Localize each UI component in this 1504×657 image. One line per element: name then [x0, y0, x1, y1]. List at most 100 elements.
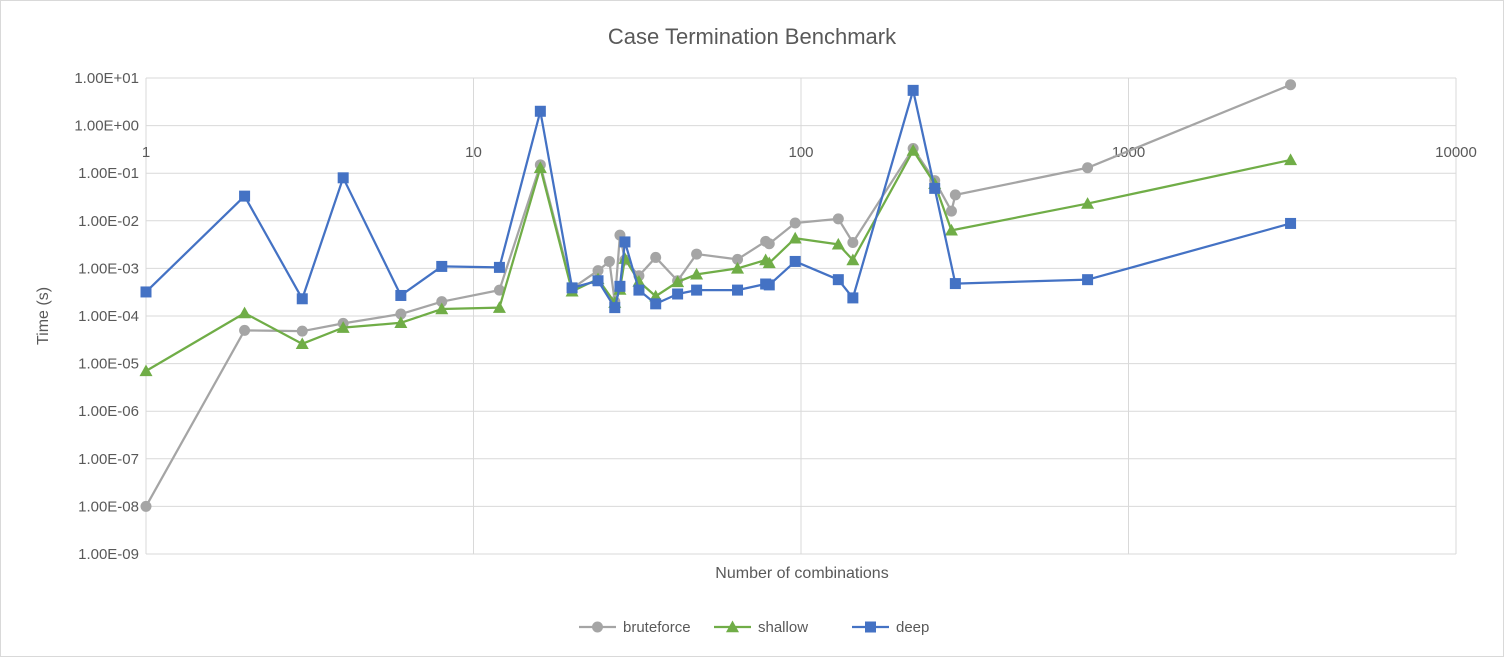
data-point-bruteforce: [789, 217, 801, 229]
data-point-shallow: [1081, 197, 1095, 209]
data-point-shallow: [238, 306, 252, 319]
legend-item-deep: deep: [852, 619, 929, 636]
data-point-deep: [609, 302, 621, 314]
data-point-shallow: [533, 161, 547, 173]
data-point-bruteforce: [949, 189, 961, 201]
data-point-shallow: [731, 261, 745, 274]
data-point-deep: [847, 292, 859, 304]
data-point-shallow: [394, 316, 408, 328]
data-point-bruteforce: [650, 251, 662, 263]
data-point-deep: [614, 280, 626, 292]
data-point-deep: [907, 84, 919, 96]
data-point-bruteforce: [493, 284, 505, 296]
data-point-deep: [732, 284, 744, 296]
data-point-bruteforce: [1082, 162, 1094, 174]
data-point-bruteforce: [847, 237, 859, 249]
legend: bruteforce shallow deep: [579, 619, 929, 636]
data-point-bruteforce: [763, 238, 775, 250]
data-point-deep: [789, 255, 801, 267]
legend-item-shallow: shallow: [714, 619, 808, 636]
data-point-deep: [1082, 274, 1094, 286]
data-point-bruteforce: [395, 308, 407, 320]
data-point-deep: [1285, 217, 1297, 229]
data-point-deep: [140, 286, 152, 298]
data-point-shallow: [762, 256, 776, 269]
data-point-bruteforce: [296, 325, 308, 337]
y-axis-title: Time (s): [35, 287, 52, 345]
y-tick-label: 1.00E-01: [78, 165, 139, 182]
legend-item-bruteforce: bruteforce: [579, 619, 691, 636]
legend-label: deep: [896, 619, 929, 636]
data-point-deep: [493, 261, 505, 273]
data-point-bruteforce: [436, 296, 448, 308]
data-point-shallow: [831, 237, 845, 250]
x-axis-title: Number of combinations: [715, 565, 888, 582]
data-point-deep: [619, 236, 631, 248]
data-point-deep: [763, 279, 775, 291]
y-tick-label: 1.00E-02: [78, 213, 139, 230]
data-point-deep: [566, 282, 578, 294]
data-point-deep: [436, 260, 448, 272]
y-tick-label: 1.00E-09: [78, 546, 139, 563]
y-axis-tick-labels: 1.00E-09 1.00E-08 1.00E-07 1.00E-06 1.00E-05…: [74, 70, 139, 563]
x-tick-label: 10000: [1435, 144, 1477, 161]
y-tick-label: 1.00E-05: [78, 356, 139, 373]
data-point-shallow: [690, 267, 704, 280]
legend-label: bruteforce: [623, 619, 691, 636]
legend-marker: [726, 620, 739, 633]
data-point-deep: [239, 190, 251, 202]
series-deep: [140, 84, 1297, 314]
data-point-bruteforce: [1285, 79, 1297, 91]
data-point-deep: [534, 105, 546, 117]
legend-marker: [592, 621, 603, 633]
legend-marker: [865, 621, 876, 633]
series-line-shallow: [145, 149, 1291, 372]
y-tick-label: 1.00E-07: [78, 451, 139, 468]
data-point-shallow: [788, 231, 802, 244]
data-point-bruteforce: [832, 213, 844, 225]
data-point-shallow: [1284, 153, 1298, 166]
data-point-shallow: [944, 223, 958, 236]
data-point-bruteforce: [732, 253, 744, 265]
x-tick-label: 1: [142, 144, 150, 161]
data-point-bruteforce: [140, 500, 152, 512]
data-point-shallow: [336, 321, 350, 333]
data-point-deep: [592, 275, 604, 287]
y-tick-label: 1.00E-06: [78, 403, 139, 420]
data-point-deep: [395, 289, 407, 301]
data-point-bruteforce: [239, 324, 251, 336]
data-point-bruteforce: [603, 255, 615, 267]
data-point-deep: [929, 182, 941, 194]
data-point-shallow: [492, 301, 506, 313]
data-point-deep: [633, 284, 645, 296]
data-point-shallow: [435, 302, 449, 315]
series-layer: [139, 79, 1298, 512]
data-point-deep: [337, 172, 349, 184]
y-tick-label: 1.00E-03: [78, 260, 139, 277]
data-point-shallow: [671, 275, 685, 288]
gridlines: [145, 77, 1457, 555]
chart-title: Case Termination Benchmark: [608, 24, 897, 49]
data-point-deep: [672, 288, 684, 300]
data-point-bruteforce: [592, 265, 604, 277]
data-point-bruteforce: [691, 248, 703, 260]
series-line-deep: [145, 89, 1291, 309]
y-tick-label: 1.00E+01: [74, 70, 139, 87]
data-point-shallow: [632, 275, 646, 287]
data-point-shallow: [295, 337, 309, 350]
x-axis-tick-labels: 1 10 100 1000 10000: [142, 144, 1477, 161]
data-point-shallow: [906, 143, 920, 156]
x-tick-label: 100: [788, 144, 813, 161]
data-point-deep: [691, 284, 703, 296]
data-point-bruteforce: [945, 205, 957, 217]
y-tick-label: 1.00E+00: [74, 118, 139, 135]
y-tick-label: 1.00E-08: [78, 498, 139, 515]
series-shallow: [139, 143, 1298, 377]
data-point-shallow: [846, 253, 860, 266]
data-point-deep: [296, 293, 308, 305]
data-point-shallow: [139, 364, 153, 377]
y-tick-label: 1.00E-04: [78, 308, 139, 325]
x-tick-label: 10: [465, 144, 482, 161]
